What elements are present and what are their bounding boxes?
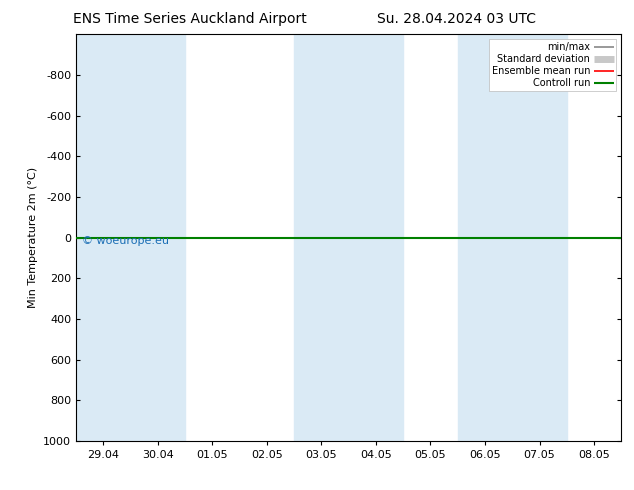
Text: © woeurope.eu: © woeurope.eu <box>82 236 169 245</box>
Text: ENS Time Series Auckland Airport: ENS Time Series Auckland Airport <box>74 12 307 26</box>
Y-axis label: Min Temperature 2m (°C): Min Temperature 2m (°C) <box>28 167 37 308</box>
Bar <box>458 34 567 441</box>
Legend: min/max, Standard deviation, Ensemble mean run, Controll run: min/max, Standard deviation, Ensemble me… <box>489 39 616 91</box>
Text: Su. 28.04.2024 03 UTC: Su. 28.04.2024 03 UTC <box>377 12 536 26</box>
Bar <box>294 34 403 441</box>
Bar <box>76 34 185 441</box>
